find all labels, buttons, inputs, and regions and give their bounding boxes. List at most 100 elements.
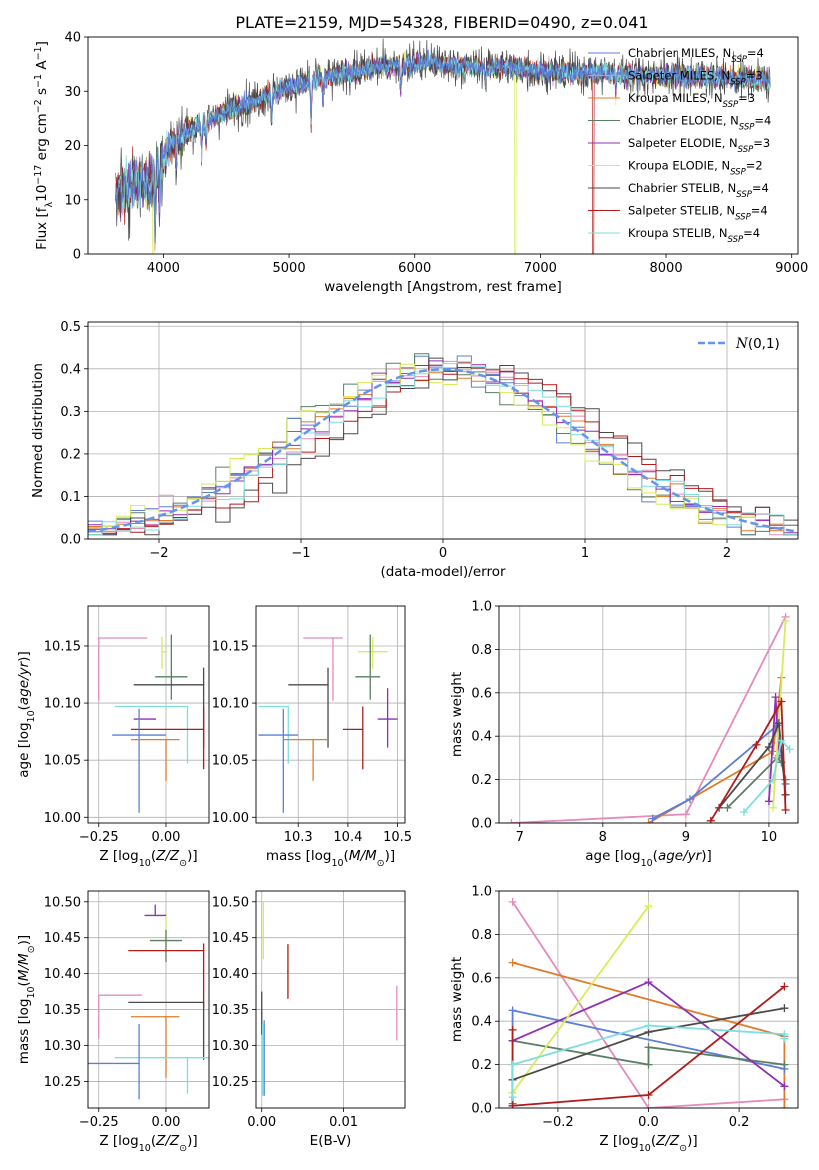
- data-point: [361, 728, 364, 731]
- x-tick-label: −2: [149, 546, 168, 561]
- data-point: [170, 676, 173, 678]
- y-tick-label: 30: [64, 85, 81, 100]
- x-tick-label: 7000: [524, 261, 557, 276]
- y-tick-label: 0.6: [471, 971, 492, 986]
- spectrum-line-chabrier-miles: [115, 49, 771, 242]
- plus-marker: [508, 958, 517, 967]
- y-axis-label: age [log10(age/yr)]: [16, 651, 37, 777]
- plus-marker: [771, 693, 780, 702]
- plus-marker: [508, 1093, 517, 1102]
- x-tick-label: 8000: [650, 261, 683, 276]
- plus-marker: [764, 797, 773, 806]
- plus-marker: [780, 1082, 789, 1091]
- y-tick-label: 0.8: [471, 643, 492, 658]
- weight-line: [512, 1039, 785, 1066]
- y-tick-label: 10.00: [44, 811, 81, 826]
- legend-entry: Kroupa ELODIE, NSSP=2: [628, 159, 763, 178]
- plus-marker: [686, 795, 695, 804]
- x-tick-label: −0.25: [79, 830, 119, 845]
- data-point: [282, 734, 285, 736]
- legend-entry: N(0,1): [735, 336, 780, 352]
- axes-frame: [87, 321, 799, 540]
- data-point: [287, 705, 290, 708]
- y-axis-label: Flux [fλ10−17 erg cm−2 s−1 A−1]: [33, 41, 55, 250]
- weight-line: [511, 901, 785, 1108]
- y-tick-label: 0.1: [60, 490, 81, 505]
- y-tick-label: 10.15: [44, 639, 81, 654]
- plus-marker: [644, 1060, 653, 1069]
- x-tick-label: 1: [581, 546, 589, 561]
- y-tick-label: 0: [73, 248, 81, 263]
- plot-area-age_vs_mass: [258, 634, 398, 813]
- plot-area-weight_vs_Z: [508, 897, 789, 1108]
- figure-title: PLATE=2159, MJD=54328, FIBERID=0490, z=0…: [235, 13, 648, 32]
- x-tick-label: 5000: [273, 261, 306, 276]
- weight-line: [772, 621, 787, 808]
- plus-marker: [723, 803, 732, 812]
- plus-marker: [785, 745, 794, 754]
- data-point: [97, 637, 100, 639]
- plus-marker: [508, 897, 517, 906]
- y-tick-label: 10.05: [44, 754, 81, 769]
- axes-spectrum: 4000 5000 6000 7000 8000 9000 0 10 20 30 40 wavelen…: [33, 31, 809, 296]
- axes-frame: [87, 36, 799, 255]
- plus-marker: [781, 617, 790, 626]
- x-axis-label: mass [log10(M/M⊙)]: [266, 848, 395, 869]
- axes-weight_vs_Z: −0.2 0.0 0.2 0.0 0.2 0.4 0.6 0.8 1.0 Z [log10(Z/Z…: [449, 885, 799, 1154]
- x-tick-label: 9: [682, 830, 690, 845]
- axes-frame: [255, 890, 406, 1109]
- y-tick-label: 10.35: [212, 1003, 249, 1018]
- data-point: [154, 914, 157, 917]
- plus-marker: [644, 1021, 653, 1030]
- x-tick-label: −0.25: [79, 1115, 119, 1130]
- plus-marker: [764, 743, 773, 752]
- axes-age_vs_mass: 10.3 10.4 10.5 10.00 10.05 10.10 10.15 mass [lo…: [212, 605, 412, 869]
- plus-marker: [508, 1101, 517, 1108]
- x-tick-label: 0.00: [152, 1115, 181, 1130]
- legend-entry: Kroupa MILES, NSSP=3: [628, 91, 755, 110]
- y-tick-label: 0.0: [471, 817, 492, 832]
- data-point: [202, 949, 205, 952]
- plus-marker: [777, 736, 786, 745]
- y-tick-label: 0.2: [471, 773, 492, 788]
- data-point: [97, 994, 100, 996]
- x-tick-label: 6000: [398, 261, 431, 276]
- data-point: [386, 718, 389, 720]
- plus-marker: [508, 1060, 517, 1069]
- legend-entry: Salpeter STELIB, NSSP=4: [628, 204, 768, 223]
- plus-marker: [507, 819, 516, 823]
- plus-marker: [752, 740, 761, 749]
- legend-entry: Chabrier ELODIE, NSSP=4: [628, 114, 771, 133]
- y-tick-label: 0.5: [60, 320, 81, 335]
- data-point: [332, 637, 334, 639]
- plot-area-mass_vs_Z: [88, 904, 209, 1100]
- weight-line: [718, 722, 787, 809]
- data-point: [260, 1012, 263, 1014]
- y-tick-label: 10.10: [212, 697, 249, 712]
- y-tick-label: 10.25: [44, 1075, 81, 1090]
- y-tick-label: 20: [64, 139, 81, 154]
- x-tick-label: 8: [599, 830, 607, 845]
- weight-line: [743, 738, 791, 813]
- y-tick-label: 0.3: [60, 405, 81, 420]
- x-tick-label: −1: [291, 546, 310, 561]
- y-tick-label: 1.0: [471, 600, 492, 615]
- x-axis-label: (data-model)/error: [380, 564, 506, 580]
- legend-entry: Kroupa STELIB, NSSP=4: [628, 226, 760, 245]
- plus-marker: [780, 1004, 789, 1013]
- axes-mass_vs_EBV: 0.00 0.01 10.25 10.30 10.35 10.40 10.45 10.50 E(…: [212, 890, 406, 1149]
- data-point: [312, 738, 314, 741]
- plot-area-age_vs_Z: [97, 634, 205, 813]
- data-point: [165, 738, 167, 741]
- x-tick-label: 10.3: [284, 830, 313, 845]
- data-point: [262, 929, 265, 932]
- x-tick-label: 0.0: [638, 1115, 659, 1130]
- plus-marker: [781, 775, 790, 784]
- axes-residuals: −2 −1 0 1 2 0.0 0.1 0.2 0.3 0.4 0.5 (data-model)/er…: [30, 320, 799, 580]
- x-tick-label: 0: [439, 546, 447, 561]
- axes-frame: [87, 890, 210, 1109]
- hist-kroupa-stelib: [88, 361, 798, 539]
- data-point: [165, 1015, 167, 1018]
- data-point: [186, 705, 189, 708]
- plus-marker: [644, 1104, 653, 1108]
